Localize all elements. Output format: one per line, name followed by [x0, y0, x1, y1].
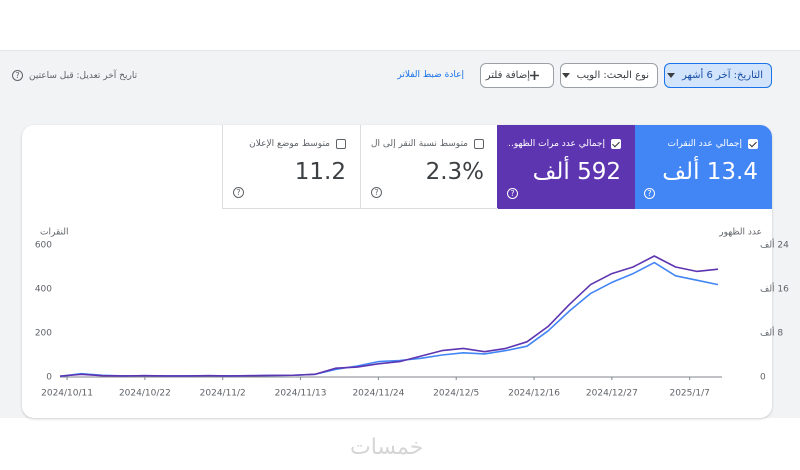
dropdown-arrow — [666, 72, 675, 78]
date-filter-text: التاريخ: آخر 6 أشهر — [681, 70, 763, 81]
metric-tile[interactable]: متوسط موضع الإعلان 11.2 ? — [222, 125, 360, 209]
last-updated-text: تاريخ آخر تعديل: قبل ساعتين — [29, 70, 138, 81]
watermark: خمسات — [350, 435, 424, 460]
help-icon[interactable]: ? — [644, 188, 655, 199]
add-filter-text: إضافة فلتر — [485, 70, 530, 81]
metric-value: 11.2 — [294, 159, 346, 185]
checkbox[interactable] — [748, 139, 758, 149]
metric-value: 13.4 ألف — [662, 159, 758, 185]
metric-value: 592 ألف — [532, 159, 621, 185]
checkbox[interactable] — [336, 139, 346, 149]
metric-label: إجمالي عدد مرات الظهو... — [507, 139, 605, 149]
search-type-text: نوع البحث: الويب — [576, 70, 649, 81]
search-type-chip[interactable]: نوع البحث: الويب — [560, 63, 658, 88]
metric-label: متوسط موضع الإعلان — [249, 139, 330, 149]
metric-tile[interactable]: متوسط نسبة النقر إلى ال... 2.3% ? — [360, 125, 498, 209]
reset-filters[interactable]: إعادة ضبط الفلاتر — [397, 70, 464, 80]
date-filter-chip[interactable]: التاريخ: آخر 6 أشهر — [664, 63, 772, 88]
metric-tile[interactable]: إجمالي عدد مرات الظهو... 592 ألف ? — [497, 125, 635, 209]
last-updated: ? تاريخ آخر تعديل: قبل ساعتين — [12, 70, 137, 81]
help-icon[interactable]: ? — [233, 187, 244, 198]
metric-label: متوسط نسبة النقر إلى ال... — [371, 139, 468, 149]
help-icon[interactable]: ? — [12, 70, 23, 81]
add-filter-chip[interactable]: إضافة فلتر — [480, 63, 554, 88]
top-bar — [0, 0, 800, 51]
dropdown-arrow — [561, 72, 570, 78]
checkbox[interactable] — [611, 139, 621, 149]
help-icon[interactable]: ? — [507, 188, 518, 199]
metric-label: إجمالي عدد النقرات — [667, 139, 742, 149]
plus-icon — [530, 70, 539, 80]
metric-value: 2.3% — [425, 159, 484, 185]
checkbox[interactable] — [474, 139, 484, 149]
metric-tile[interactable]: إجمالي عدد النقرات 13.4 ألف ? — [634, 125, 772, 209]
help-icon[interactable]: ? — [371, 187, 382, 198]
